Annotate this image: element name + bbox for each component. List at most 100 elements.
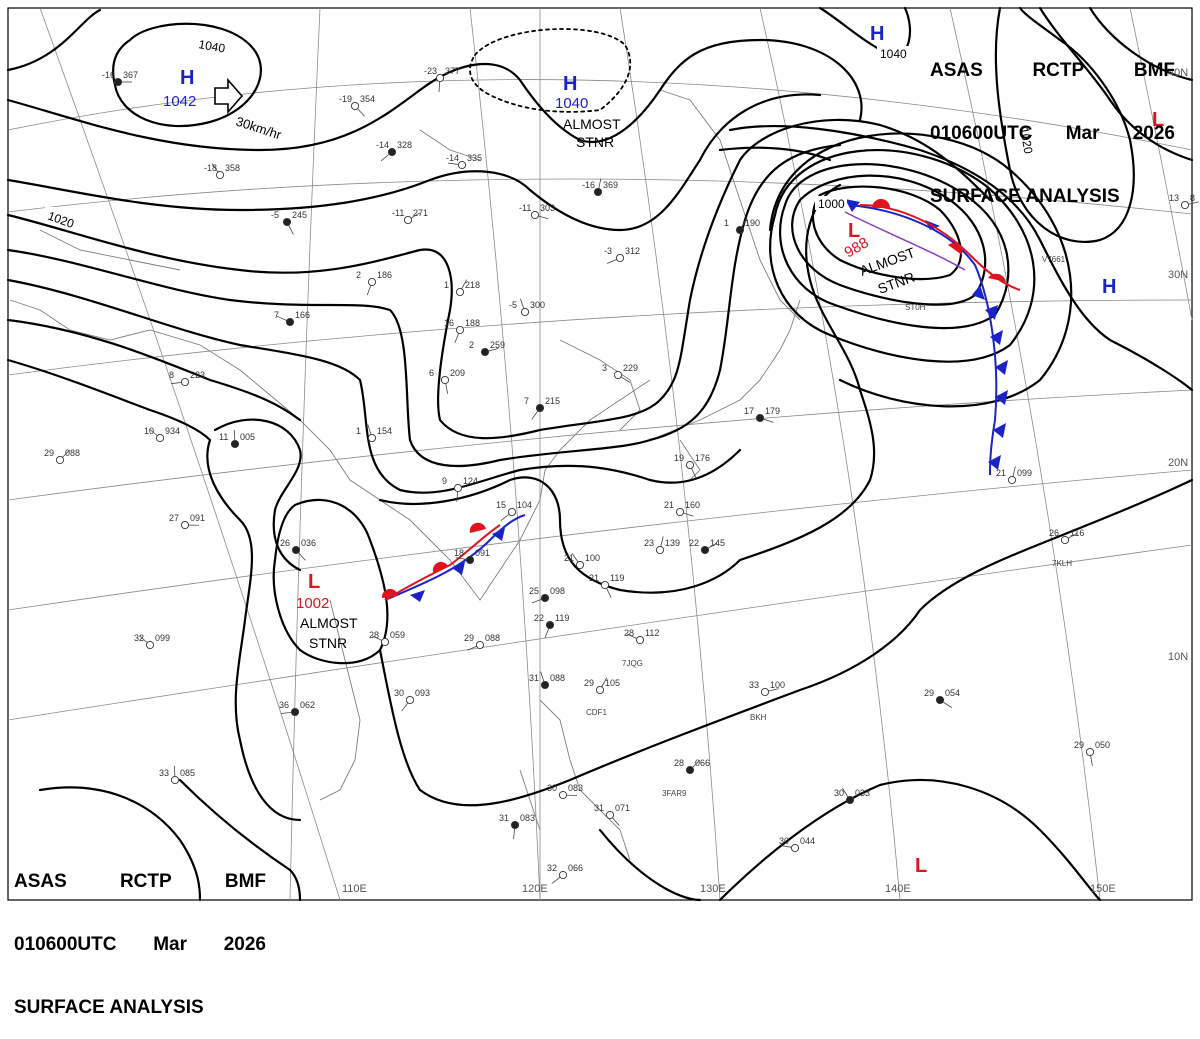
station-temperature: -5 bbox=[271, 210, 279, 220]
station-pressure: 116 bbox=[1070, 528, 1084, 538]
station-pressure: 186 bbox=[377, 270, 392, 280]
station-temperature: 7 bbox=[274, 310, 279, 320]
station-pressure: 044 bbox=[800, 836, 815, 846]
station-cloud-icon bbox=[736, 226, 743, 233]
station-cloud-icon bbox=[181, 521, 188, 528]
station-pressure: 303 bbox=[540, 203, 555, 213]
station-cloud-icon bbox=[368, 434, 375, 441]
isobar-label-1040-b: 1040 bbox=[880, 47, 907, 61]
station-temperature: 30 bbox=[834, 788, 844, 798]
header-office: ASAS bbox=[930, 60, 983, 81]
station-temperature: 29 bbox=[1074, 740, 1084, 750]
station-cloud-icon bbox=[388, 148, 395, 155]
station-pressure: 124 bbox=[463, 476, 478, 486]
station-temperature: -16 bbox=[582, 180, 595, 190]
header-code: BMF bbox=[225, 871, 266, 892]
station-cloud-icon bbox=[1086, 748, 1093, 755]
station-pressure: 005 bbox=[240, 432, 255, 442]
station-cloud-icon bbox=[686, 766, 693, 773]
station-cloud-icon bbox=[636, 636, 643, 643]
station-cloud-icon bbox=[351, 102, 358, 109]
ship-id: 7KLH bbox=[1052, 559, 1072, 568]
station-temperature: 11 bbox=[219, 432, 228, 442]
high-center-1040-note-1: ALMOST bbox=[563, 116, 621, 132]
station-pressure: 154 bbox=[377, 426, 392, 436]
header-product: SURFACE ANALYSIS bbox=[930, 186, 1120, 207]
station-temperature: 28 bbox=[674, 758, 684, 768]
header-month: Mar bbox=[153, 934, 187, 955]
station-cloud-icon bbox=[541, 681, 548, 688]
station-pressure: 369 bbox=[603, 180, 618, 190]
station-cloud-icon bbox=[521, 308, 528, 315]
ship-id: BKH bbox=[750, 713, 767, 722]
high-center-1042-icon: H bbox=[180, 67, 194, 89]
station-temperature: 1 bbox=[444, 280, 449, 290]
station-cloud-icon bbox=[231, 440, 238, 447]
station-temperature: 21 bbox=[589, 573, 599, 583]
station-pressure: 354 bbox=[360, 94, 375, 104]
station-cloud-icon bbox=[456, 326, 463, 333]
station-temperature: -14 bbox=[446, 153, 459, 163]
station-temperature: 29 bbox=[584, 678, 594, 688]
lat-label-10n: 10N bbox=[1168, 651, 1188, 663]
header-bottom-left: ASAS RCTP BMF 010600UTC Mar 2026 SURFACE… bbox=[14, 829, 266, 1039]
header-product: SURFACE ANALYSIS bbox=[14, 997, 204, 1018]
station-cloud-icon bbox=[156, 434, 163, 441]
station-temperature: 9 bbox=[442, 476, 447, 486]
station-pressure: 377 bbox=[445, 66, 460, 76]
station-cloud-icon bbox=[481, 348, 488, 355]
station-cloud-icon bbox=[616, 254, 623, 261]
station-temperature: -3 bbox=[604, 246, 612, 256]
station-cloud-icon bbox=[114, 78, 121, 85]
station-temperature: 31 bbox=[529, 673, 539, 683]
station-temperature: 32 bbox=[547, 863, 557, 873]
station-temperature: 2 bbox=[356, 270, 361, 280]
header-time: 010600UTC bbox=[930, 123, 1032, 144]
station-temperature: 17 bbox=[744, 406, 754, 416]
station-pressure: 190 bbox=[745, 218, 760, 228]
station-pressure: 066 bbox=[695, 758, 710, 768]
station-temperature: -23 bbox=[424, 66, 437, 76]
ship-id: V7661 bbox=[1042, 255, 1066, 264]
station-temperature: 1 bbox=[356, 426, 361, 436]
station-temperature: 19 bbox=[674, 453, 684, 463]
station-temperature: 26 bbox=[280, 538, 290, 548]
station-cloud-icon bbox=[761, 688, 768, 695]
station-temperature: 30 bbox=[779, 836, 789, 846]
station-pressure: 145 bbox=[710, 538, 725, 548]
station-temperature: -5 bbox=[509, 300, 517, 310]
station-pressure: 100 bbox=[770, 680, 785, 690]
station-pressure: 062 bbox=[300, 700, 315, 710]
station-pressure: 050 bbox=[1095, 740, 1110, 750]
station-cloud-icon bbox=[1008, 476, 1015, 483]
header-top-right: ASAS RCTP BMF 010600UTC Mar 2026 SURFACE… bbox=[930, 18, 1175, 228]
station-pressure: 036 bbox=[301, 538, 316, 548]
station-pressure: 934 bbox=[165, 426, 180, 436]
station-cloud-icon bbox=[1061, 536, 1068, 543]
station-temperature: 28 bbox=[624, 628, 634, 638]
station-cloud-icon bbox=[531, 211, 538, 218]
high-center-1042-value: 1042 bbox=[163, 93, 196, 110]
header-year: 2026 bbox=[224, 934, 266, 955]
header-time: 010600UTC bbox=[14, 934, 116, 955]
header-station: RCTP bbox=[1032, 60, 1084, 81]
low-center-1002-icon: L bbox=[308, 571, 320, 593]
station-cloud-icon bbox=[656, 546, 663, 553]
lat-label-20n: 20N bbox=[1168, 457, 1188, 469]
lon-label-150e: 150E bbox=[1090, 883, 1116, 895]
station-cloud-icon bbox=[541, 594, 548, 601]
station-pressure: 300 bbox=[530, 300, 545, 310]
station-cloud-icon bbox=[458, 161, 465, 168]
station-cloud-icon bbox=[1181, 201, 1188, 208]
station-pressure: 098 bbox=[550, 586, 565, 596]
station-cloud-icon bbox=[404, 216, 411, 223]
station-temperature: 31 bbox=[594, 803, 604, 813]
station-temperature: -11 bbox=[392, 208, 404, 218]
station-temperature: 29 bbox=[924, 688, 934, 698]
station-temperature: -16 bbox=[102, 70, 115, 80]
station-cloud-icon bbox=[756, 414, 763, 421]
high-center-1040-value: 1040 bbox=[555, 95, 588, 112]
station-temperature: 33 bbox=[749, 680, 759, 690]
station-pressure: 188 bbox=[465, 318, 480, 328]
station-cloud-icon bbox=[511, 821, 518, 828]
